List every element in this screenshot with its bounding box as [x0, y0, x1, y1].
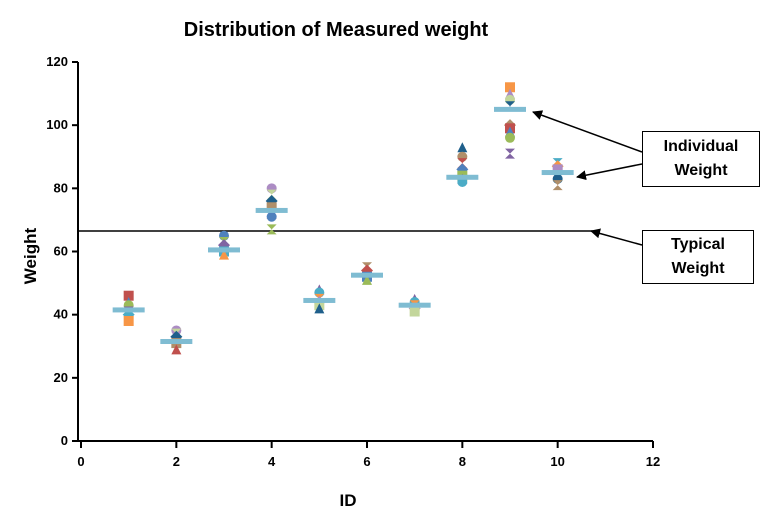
data-point	[505, 132, 515, 143]
mean-marker	[160, 339, 193, 345]
mean-marker	[351, 272, 383, 278]
x-tick-label: 2	[173, 454, 180, 469]
data-point	[409, 306, 420, 317]
data-point	[505, 82, 515, 93]
mean-marker	[398, 302, 431, 308]
mean-marker	[208, 247, 240, 253]
x-axis-label: ID	[340, 491, 357, 510]
mean-marker	[303, 297, 336, 303]
data-point	[219, 249, 229, 260]
y-axis-label: Weight	[21, 227, 40, 284]
mean-marker	[541, 170, 574, 176]
callout-arrow-mean	[532, 110, 643, 153]
x-tick-label: 0	[77, 454, 84, 469]
data-point	[362, 274, 372, 285]
data-points	[122, 82, 564, 355]
y-tick-label: 60	[54, 244, 68, 259]
data-point	[123, 290, 134, 301]
data-point	[171, 344, 182, 355]
x-tick-label: 10	[550, 454, 564, 469]
typical-weight-callout: Typical Weight	[642, 230, 754, 284]
individual-weight-callout-line2: Weight	[674, 162, 728, 179]
data-point	[266, 211, 277, 222]
y-tick-label: 20	[54, 370, 68, 385]
data-point	[266, 224, 277, 235]
individual-weight-callout-line1: Individual	[663, 138, 739, 155]
data-point	[552, 164, 563, 175]
y-tick-label: 80	[54, 180, 68, 195]
x-tick-label: 6	[363, 454, 370, 469]
data-point	[123, 315, 134, 326]
x-tick-label: 12	[646, 454, 660, 469]
data-point	[457, 142, 468, 153]
data-point	[314, 303, 325, 314]
chart-title: Distribution of Measured weight	[184, 19, 489, 41]
data-point	[266, 189, 277, 200]
typical-weight-callout-line2: Weight	[671, 260, 725, 277]
x-tick-label: 8	[459, 454, 466, 469]
mean-markers	[112, 106, 574, 345]
axes	[77, 62, 653, 442]
callout-arrow-point	[576, 163, 643, 181]
y-tick-label: 120	[46, 54, 68, 69]
mean-marker	[494, 106, 526, 112]
mean-marker	[255, 207, 288, 213]
mean-marker	[112, 307, 145, 313]
y-tick-label: 40	[54, 307, 68, 322]
data-point	[552, 180, 563, 191]
y-tick-label: 100	[46, 117, 68, 132]
individual-weight-callout: Individual Weight	[642, 131, 760, 187]
callout-arrow-typical	[590, 228, 643, 246]
data-point	[457, 158, 468, 169]
mean-marker	[446, 174, 479, 180]
data-point	[505, 148, 515, 159]
y-tick-label: 0	[61, 433, 68, 448]
typical-weight-callout-line1: Typical	[671, 236, 725, 253]
x-tick-label: 4	[268, 454, 276, 469]
data-point	[266, 202, 277, 213]
